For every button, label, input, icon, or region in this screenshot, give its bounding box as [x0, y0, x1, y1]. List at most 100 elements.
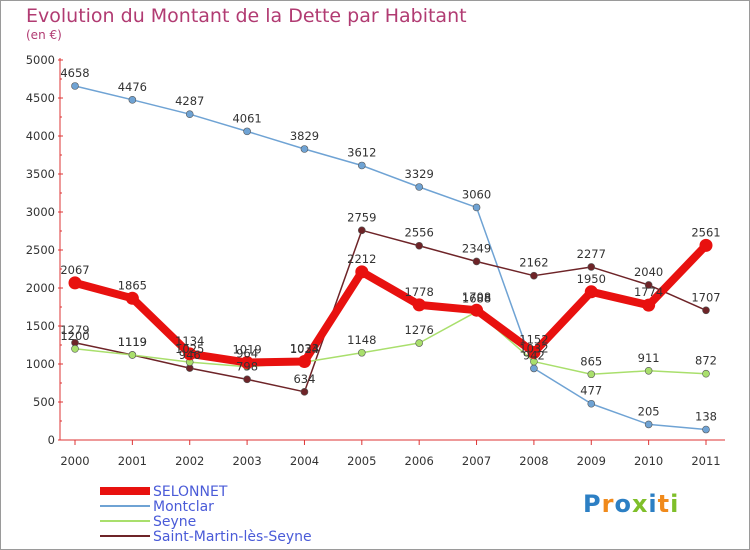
data-point [358, 161, 366, 170]
logo-letter: o [614, 490, 632, 518]
data-point [300, 388, 309, 396]
data-label: 1950 [577, 272, 606, 286]
data-point [415, 241, 423, 250]
data-point [185, 110, 194, 118]
logo-letter: i [648, 490, 658, 518]
data-label: 205 [638, 404, 660, 418]
data-point [71, 82, 79, 90]
data-point [530, 271, 538, 280]
data-label: 1024 [290, 342, 319, 356]
x-tick-label: 2000 [60, 454, 89, 468]
legend-label: Saint-Martin-lès-Seyne [153, 529, 312, 545]
data-label: 1279 [60, 323, 89, 337]
data-point [300, 145, 309, 153]
data-label: 2212 [347, 252, 376, 266]
logo-letter: P [583, 490, 602, 518]
data-point [297, 354, 311, 368]
data-point [644, 420, 653, 429]
data-point [415, 183, 423, 191]
data-point [702, 306, 710, 315]
data-point [415, 339, 423, 347]
y-tick-label: 4500 [26, 91, 55, 105]
data-label: 2040 [634, 265, 663, 279]
data-label: 2349 [462, 241, 491, 255]
data-label: 1200 [60, 329, 89, 343]
series-line-saint-martin-l-s-seyne [74, 229, 707, 393]
data-label: 1019 [232, 343, 261, 357]
data-label: 1708 [462, 290, 491, 304]
data-point [699, 238, 713, 252]
data-point [584, 285, 598, 299]
y-tick-label: 1500 [26, 319, 55, 333]
data-point [642, 298, 656, 312]
data-point [587, 370, 596, 379]
logo-letter: r [601, 490, 615, 518]
x-tick-label: 2011 [691, 454, 720, 468]
data-label: 1033 [290, 341, 319, 355]
data-label: 2556 [405, 226, 434, 240]
data-point [125, 291, 139, 305]
data-label: 911 [638, 351, 660, 365]
data-point [71, 344, 79, 353]
data-label: 1134 [175, 334, 204, 348]
data-label: 1148 [347, 333, 376, 347]
series-line-seyne [74, 310, 707, 376]
data-label: 138 [695, 410, 717, 424]
x-tick-label: 2001 [118, 454, 147, 468]
data-point [358, 226, 366, 235]
data-label: 1774 [634, 285, 663, 299]
data-point [243, 375, 251, 384]
data-label: 942 [523, 348, 545, 362]
data-label: 4287 [175, 94, 204, 108]
data-point [243, 127, 251, 136]
chart-subtitle: (en €) [26, 28, 62, 42]
data-point [472, 203, 481, 212]
data-point [644, 366, 653, 375]
x-tick-label: 2006 [405, 454, 434, 468]
data-label: 2561 [691, 225, 720, 239]
data-label: 1865 [118, 278, 147, 292]
y-tick-label: 3000 [26, 205, 55, 219]
data-label: 2162 [519, 256, 548, 270]
data-point [183, 347, 197, 361]
data-label: 1119 [118, 335, 147, 349]
data-label: 4061 [232, 111, 261, 125]
data-point [472, 257, 481, 266]
data-label: 1276 [405, 323, 434, 337]
y-tick-label: 1000 [26, 357, 55, 371]
series-line-montclar [74, 85, 707, 431]
data-point [412, 298, 426, 312]
data-label: 2277 [577, 247, 606, 261]
y-tick-label: 500 [33, 395, 55, 409]
data-label: 3612 [347, 145, 376, 159]
data-label: 865 [580, 354, 602, 368]
chart-title: Evolution du Montant de la Dette par Hab… [26, 5, 467, 27]
data-label: 3829 [290, 129, 319, 143]
data-label: 3060 [462, 187, 491, 201]
legend-label: SELONNET [153, 484, 228, 500]
data-point [587, 263, 596, 271]
y-tick-label: 3500 [26, 167, 55, 181]
data-label: 798 [236, 359, 258, 373]
data-point [644, 281, 653, 289]
data-point [355, 265, 369, 279]
data-point [587, 399, 596, 408]
data-label: 3329 [405, 167, 434, 181]
data-label: 1119 [118, 335, 147, 349]
data-label: 1778 [405, 285, 434, 299]
data-point [470, 303, 484, 317]
legend-label: Seyne [153, 514, 196, 530]
y-tick-label: 0 [48, 433, 55, 447]
y-tick-label: 2500 [26, 243, 55, 257]
x-tick-label: 2007 [462, 454, 491, 468]
x-tick-label: 2008 [519, 454, 548, 468]
y-tick-label: 5000 [26, 53, 55, 67]
data-point [128, 96, 137, 104]
x-tick-label: 2009 [577, 454, 606, 468]
x-tick-label: 2010 [634, 454, 663, 468]
x-tick-label: 2005 [347, 454, 376, 468]
data-label: 477 [580, 384, 602, 398]
data-label: 872 [695, 354, 717, 368]
data-label: 4476 [118, 80, 147, 94]
